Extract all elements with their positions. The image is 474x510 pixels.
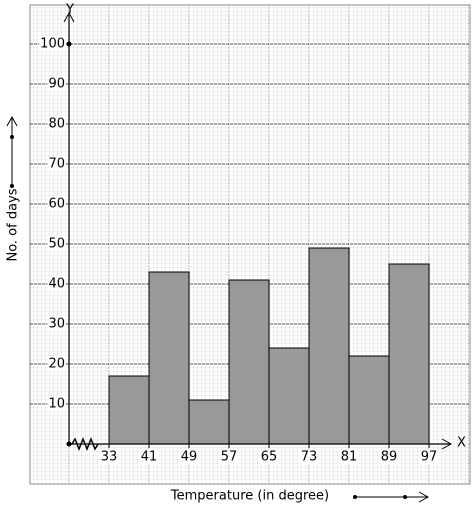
arrow-dot [10, 184, 14, 188]
y-tick-label: 40 [48, 277, 65, 292]
label-background [299, 449, 319, 465]
label-background [47, 156, 66, 172]
label-background [179, 449, 199, 465]
bar [188, 399, 230, 445]
label-background [47, 236, 66, 252]
bar [268, 347, 310, 445]
y-label-arrow [6, 115, 18, 186]
x-arrow [441, 438, 453, 450]
x-label-arrow [355, 491, 430, 503]
y-tick-label: 70 [48, 157, 65, 172]
y-tick-label: 60 [48, 197, 65, 212]
arrow-dot [10, 135, 14, 139]
origin [66, 441, 72, 447]
label-background [99, 449, 119, 465]
x-tick-label: 33 [101, 450, 118, 465]
y-tick-label: 80 [48, 117, 65, 132]
x-tick-label: 89 [381, 450, 398, 465]
x-axis-label: Temperature (in degree) [170, 489, 329, 504]
x-tick-label: 73 [301, 450, 318, 465]
y-axis-name: Y [65, 3, 74, 18]
label-background [47, 276, 66, 292]
label-background [47, 396, 66, 412]
bar [308, 247, 350, 445]
label-background [47, 76, 66, 92]
axes: X Y No. of days Temperature (in degree) [6, 3, 467, 504]
x-axis-name: X [457, 436, 466, 451]
y-arrow [63, 11, 75, 23]
bar [108, 375, 150, 445]
label-background [47, 116, 66, 132]
y-tick-label: 50 [48, 237, 65, 252]
bar [388, 263, 430, 445]
x-tick-label: 65 [261, 450, 278, 465]
y-tick-label: 10 [48, 397, 65, 412]
y-tick-label: 90 [48, 77, 65, 92]
label-background [139, 449, 159, 465]
axis-dot [66, 41, 72, 47]
bar [148, 271, 190, 445]
label-background [39, 36, 66, 52]
bar [348, 355, 390, 445]
x-tick-label: 41 [141, 450, 158, 465]
axis-break [71, 436, 99, 452]
x-tick-label: 57 [221, 450, 238, 465]
y-tick-label: 30 [48, 317, 65, 332]
x-tick-label: 49 [181, 450, 198, 465]
y-tick-label: 100 [40, 37, 65, 52]
label-background [259, 449, 279, 465]
label-background [47, 316, 66, 332]
label-background [339, 449, 359, 465]
y-axis-label: No. of days [6, 188, 21, 261]
label-background [219, 449, 239, 465]
label-background [47, 196, 66, 212]
label-background [47, 356, 66, 372]
arrow-dot [403, 495, 407, 499]
x-tick-label: 97 [421, 450, 438, 465]
x-tick-label: 81 [341, 450, 358, 465]
bar [228, 279, 270, 445]
y-tick-label: 20 [48, 357, 65, 372]
label-background [419, 449, 439, 465]
label-background [379, 449, 399, 465]
arrow-dot [353, 495, 357, 499]
